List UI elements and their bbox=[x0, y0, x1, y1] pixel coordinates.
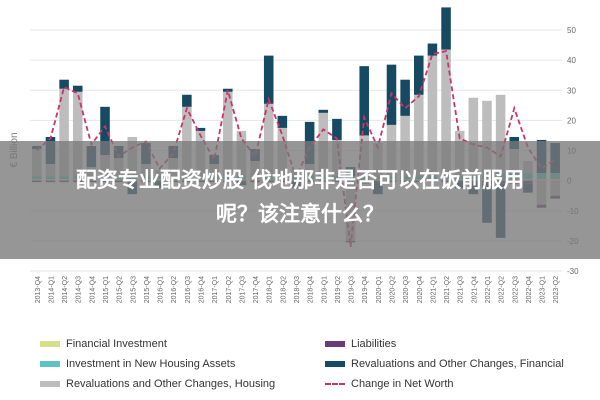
bar bbox=[468, 97, 479, 177]
bar bbox=[263, 103, 274, 177]
x-tick-label: 2014-Q2 bbox=[62, 276, 69, 303]
x-tick-label: 2015-Q1 bbox=[103, 276, 110, 303]
x-tick-label: 2019-Q2 bbox=[335, 276, 342, 303]
x-tick-label: 2016-Q1 bbox=[158, 276, 165, 303]
bar bbox=[427, 55, 438, 177]
x-tick-label: 2014-Q4 bbox=[89, 276, 96, 303]
legend-item: Revaluations and Other Changes, Financia… bbox=[325, 355, 564, 373]
x-tick-label: 2018-Q1 bbox=[267, 276, 274, 303]
legend-item: Investment in New Housing Assets bbox=[40, 355, 235, 373]
legend-label: Revaluations and Other Changes, Housing bbox=[66, 378, 276, 390]
bar bbox=[182, 94, 192, 107]
bar bbox=[359, 66, 369, 136]
y-tick-label: 40 bbox=[567, 56, 576, 65]
legend-label: Revaluations and Other Changes, Financia… bbox=[351, 358, 564, 370]
x-tick-label: 2017-Q3 bbox=[239, 276, 246, 303]
x-tick-label: 2015-Q2 bbox=[117, 276, 124, 303]
legend-swatch bbox=[40, 381, 60, 387]
x-tick-label: 2017-Q4 bbox=[253, 276, 260, 303]
x-tick-label: 2022-Q3 bbox=[512, 276, 519, 303]
x-tick-label: 2023-Q2 bbox=[553, 276, 560, 303]
bar bbox=[59, 79, 69, 89]
x-tick-label: 2016-Q3 bbox=[185, 276, 192, 303]
x-tick-label: 2018-Q4 bbox=[308, 276, 315, 303]
banner-text: 配资专业配资炒股 伐地那非是否可以在饭前服用 呢？该注意什么？ bbox=[0, 163, 600, 231]
legend-label: Investment in New Housing Assets bbox=[66, 358, 236, 370]
bar bbox=[263, 55, 274, 104]
x-tick-labels: 2013-Q4 2014-Q1 2014-Q2 2014-Q3 2014-Q4 2015-… bbox=[35, 276, 560, 303]
legend-item: Revaluations and Other Changes, Housing bbox=[40, 375, 275, 393]
overlay-banner: 配资专业配资炒股 伐地那非是否可以在饭前服用 呢？该注意什么？ bbox=[0, 141, 600, 259]
legend-swatch bbox=[325, 383, 345, 385]
bar bbox=[223, 91, 233, 177]
legend: Financial Investment Liabilities Investmen… bbox=[40, 335, 600, 395]
x-tick-label: 2018-Q2 bbox=[280, 276, 287, 303]
x-tick-label: 2016-Q2 bbox=[171, 276, 178, 303]
bar bbox=[427, 43, 438, 56]
x-tick-label: 2020-Q2 bbox=[389, 276, 396, 303]
bar bbox=[413, 94, 424, 177]
x-tick-label: 2019-Q4 bbox=[362, 276, 369, 303]
x-tick-label: 2014-Q1 bbox=[48, 276, 55, 303]
y-tick-label: -30 bbox=[567, 267, 579, 276]
bar bbox=[195, 127, 206, 131]
x-tick-label: 2022-Q2 bbox=[499, 276, 506, 303]
legend-label: Change in Net Worth bbox=[351, 378, 454, 390]
bar bbox=[413, 55, 424, 95]
legend-label: Financial Investment bbox=[66, 338, 167, 350]
legend-swatch bbox=[325, 341, 345, 347]
legend-item: Liabilities bbox=[325, 335, 396, 353]
y-tick-label: 30 bbox=[567, 86, 576, 95]
legend-swatch bbox=[40, 361, 60, 367]
x-tick-label: 2014-Q3 bbox=[76, 276, 83, 303]
y-tick-label: 50 bbox=[567, 26, 576, 35]
bar bbox=[277, 115, 288, 128]
bar bbox=[59, 88, 69, 177]
bar bbox=[72, 85, 83, 92]
x-tick-label: 2023-Q1 bbox=[540, 276, 547, 303]
x-tick-label: 2021-Q4 bbox=[471, 276, 478, 303]
bar bbox=[100, 106, 110, 156]
x-tick-label: 2018-Q3 bbox=[294, 276, 301, 303]
bar bbox=[495, 94, 506, 174]
x-tick-label: 2022-Q1 bbox=[485, 276, 492, 303]
x-tick-label: 2016-Q4 bbox=[199, 276, 206, 303]
x-tick-label: 2020-Q3 bbox=[403, 276, 410, 303]
bar bbox=[441, 49, 451, 177]
banner-line-1: 配资专业配资炒股 伐地那非是否可以在饭前服用 bbox=[75, 168, 525, 192]
legend-label: Liabilities bbox=[351, 338, 397, 350]
x-tick-label: 2015-Q3 bbox=[130, 276, 137, 303]
legend-swatch bbox=[325, 361, 345, 367]
bar bbox=[400, 79, 410, 116]
legend-item: Financial Investment bbox=[40, 335, 167, 353]
legend-swatch bbox=[40, 341, 60, 347]
bar bbox=[441, 7, 451, 50]
x-tick-label: 2021-Q1 bbox=[430, 276, 437, 303]
bar bbox=[332, 118, 342, 140]
x-tick-label: 2020-Q1 bbox=[376, 276, 383, 303]
y-tick-label: 20 bbox=[567, 116, 576, 125]
x-tick-label: 2019-Q3 bbox=[349, 276, 356, 303]
legend-item: Change in Net Worth bbox=[325, 375, 454, 393]
x-tick-label: 2019-Q1 bbox=[321, 276, 328, 303]
x-tick-label: 2022-Q4 bbox=[526, 276, 533, 303]
x-tick-label: 2017-Q2 bbox=[226, 276, 233, 303]
x-tick-label: 2020-Q4 bbox=[417, 276, 424, 303]
banner-line-2: 呢？该注意什么？ bbox=[216, 202, 384, 226]
x-tick-label: 2021-Q2 bbox=[444, 276, 451, 303]
x-tick-label: 2013-Q4 bbox=[35, 276, 42, 303]
bar bbox=[72, 91, 83, 177]
bar bbox=[482, 100, 492, 174]
x-tick-label: 2021-Q3 bbox=[458, 276, 465, 303]
bar bbox=[318, 109, 329, 113]
x-tick-label: 2017-Q1 bbox=[212, 276, 219, 303]
x-tick-label: 2015-Q4 bbox=[144, 276, 151, 303]
